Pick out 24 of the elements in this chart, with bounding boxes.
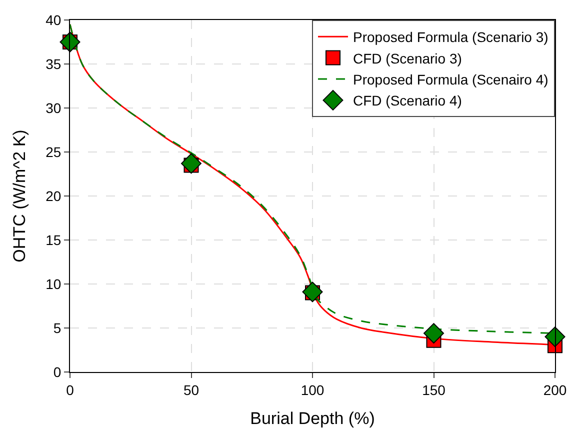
y-tick-label: 35 <box>46 56 62 72</box>
x-tick-label: 0 <box>66 382 74 398</box>
y-tick-label: 25 <box>46 144 62 160</box>
y-tick-label: 0 <box>53 364 62 380</box>
y-tick-label: 30 <box>46 100 62 116</box>
y-tick-label: 10 <box>46 276 62 292</box>
y-tick-label: 20 <box>46 188 62 204</box>
legend-label: CFD (Scenario 3) <box>353 50 462 66</box>
x-tick-label: 50 <box>183 382 200 398</box>
y-tick-label: 15 <box>46 232 62 248</box>
point <box>181 153 202 174</box>
legend-label: CFD (Scenario 4) <box>353 92 462 109</box>
x-axis-title: Burial Depth (%) <box>250 409 375 428</box>
legend-label: Proposed Formula (Scenario 3) <box>353 29 548 46</box>
x-tick-label: 100 <box>300 382 324 398</box>
x-tick-label: 200 <box>543 382 567 398</box>
point <box>544 326 566 348</box>
point <box>302 282 323 302</box>
y-axis-title: OHTC (W/m^2 K) <box>10 130 30 262</box>
y-tick-label: 40 <box>46 12 62 28</box>
y-tick-label: 5 <box>53 320 62 336</box>
x-tick-label: 150 <box>422 382 446 398</box>
legend-label: Proposed Formula (Scenairo 4) <box>353 71 548 88</box>
point <box>424 323 444 344</box>
